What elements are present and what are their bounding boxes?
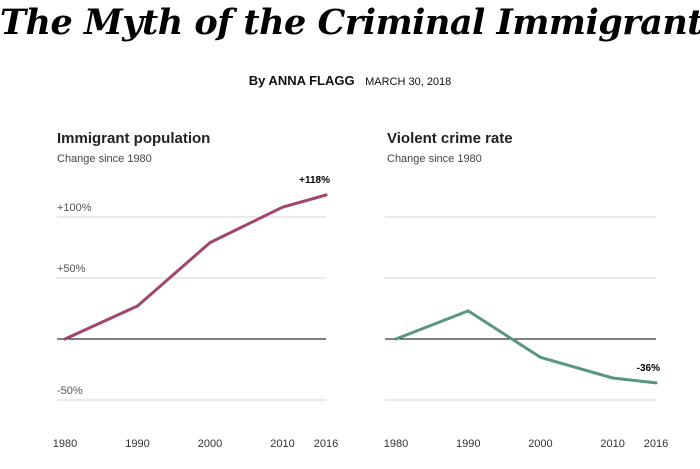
x-tick-label: 1980 [53,438,77,450]
chart-1-subtitle: Change since 1980 [57,153,152,165]
byline: By ANNA FLAGG MARCH 30, 2018 [0,72,700,90]
x-tick-label: 2010 [600,438,624,450]
x-tick-label: 2000 [528,438,552,450]
headline: The Myth of the Criminal Immigrant [0,2,700,43]
x-tick-label: 2016 [644,438,668,450]
chart-2-title: Violent crime rate [387,130,513,147]
x-tick-label: 1980 [384,438,408,450]
end-value-label: +118% [299,175,330,186]
y-tick-label: +50% [57,263,86,275]
chart-1-title: Immigrant population [57,130,211,147]
data-point [394,337,398,341]
x-tick-label: 2010 [270,438,294,450]
x-tick-label: 1990 [456,438,480,450]
end-value-label: -36% [637,363,660,374]
x-tick-label: 2016 [314,438,338,450]
data-point [611,376,615,380]
data-point [466,309,470,313]
x-tick-label: 1990 [125,438,149,450]
y-tick-label: -50% [57,385,83,397]
chart-violent-crime-rate: 1980 1990 2000 2010 2016 -36% [384,216,668,450]
series-line [394,309,658,385]
data-point [538,355,542,359]
x-tick-label: 2000 [198,438,222,450]
byline-author[interactable]: By ANNA FLAGG [248,73,355,88]
data-point [281,205,284,209]
data-point [63,337,67,341]
byline-date: MARCH 30, 2018 [365,76,452,88]
data-point [654,381,658,385]
data-point [208,241,212,245]
data-point [324,193,328,197]
chart-immigrant-population: +100% +50% -50% 1980 1990 2000 2010 2016 +118% [53,175,338,450]
data-point [136,304,139,308]
chart-2-subtitle: Change since 1980 [387,153,482,165]
y-tick-label: +100% [57,202,92,214]
